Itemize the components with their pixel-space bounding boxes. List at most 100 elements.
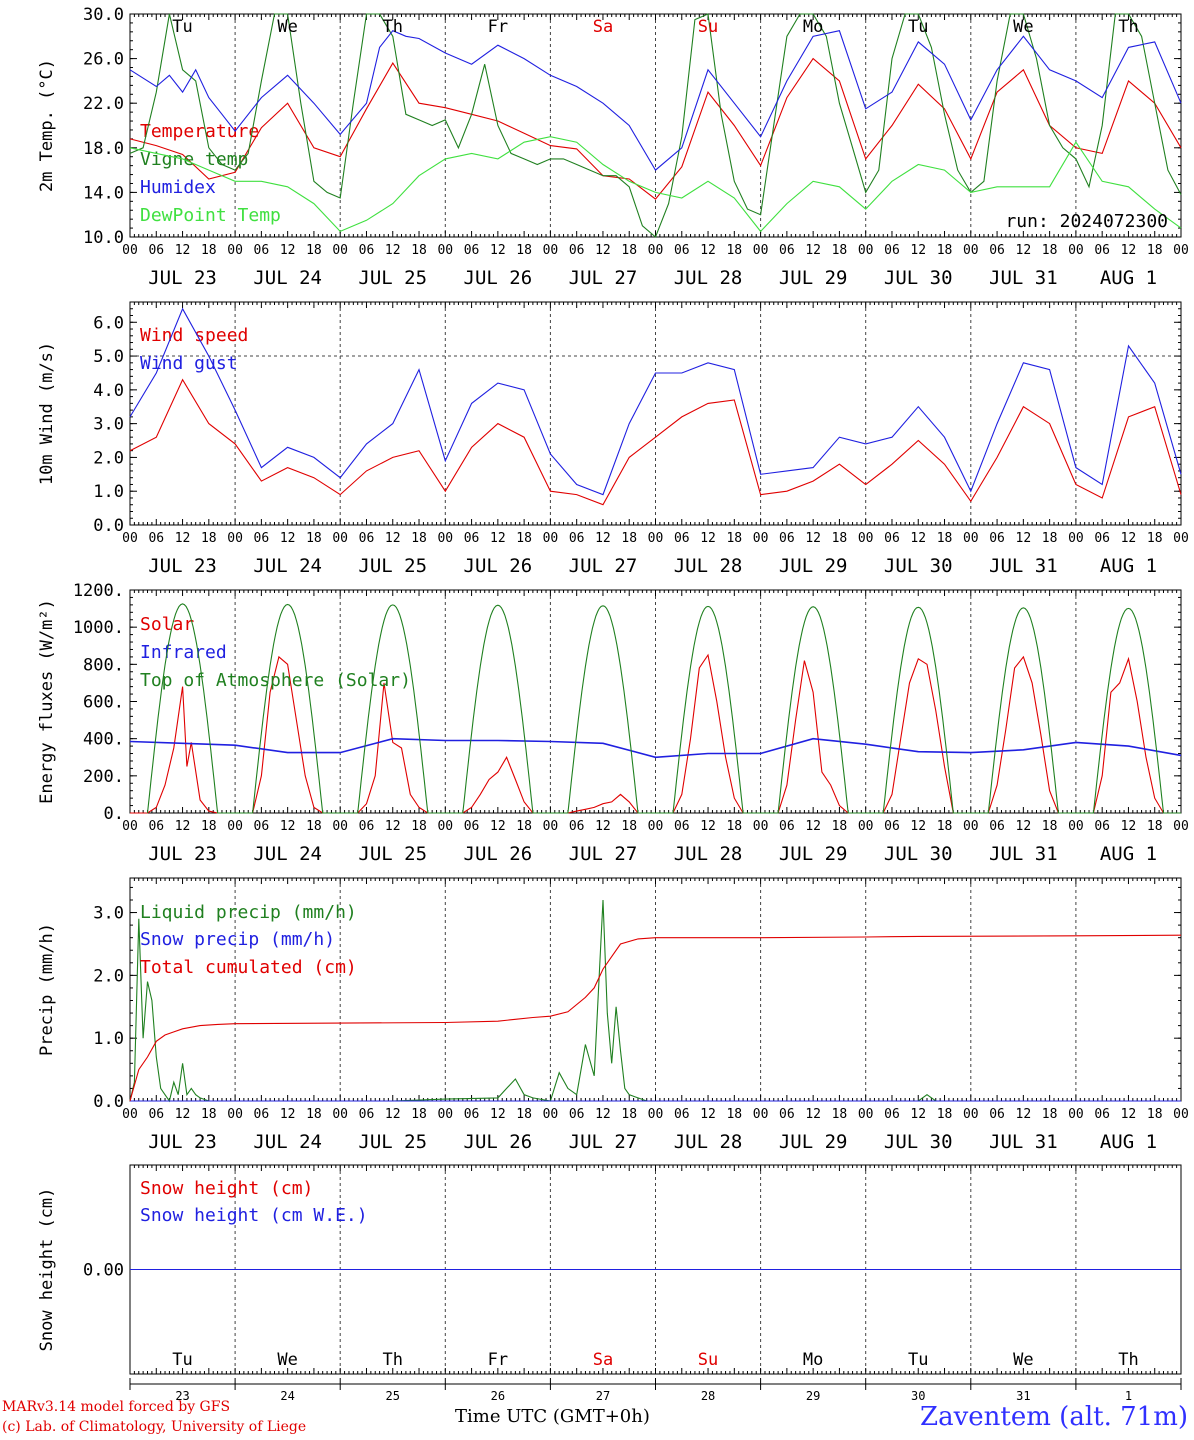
series-line-2 bbox=[129, 934, 1182, 1102]
hour-tick-label: 00 bbox=[753, 819, 769, 834]
date-label: AUG 1 bbox=[1100, 555, 1157, 577]
date-label: JUL 28 bbox=[674, 267, 743, 289]
hour-tick-label: 18 bbox=[516, 531, 532, 546]
hour-tick-label: 18 bbox=[516, 243, 532, 258]
hour-tick-label: 12 bbox=[595, 243, 611, 258]
legend-entry: DewPoint Temp bbox=[140, 205, 281, 226]
date-label: JUL 27 bbox=[569, 555, 638, 577]
hour-tick-label: 06 bbox=[1094, 243, 1110, 258]
hour-tick-label: 12 bbox=[1121, 819, 1137, 834]
hour-tick-label: 06 bbox=[674, 243, 690, 258]
series-line-1 bbox=[129, 737, 1182, 759]
hour-tick-label: 12 bbox=[1016, 1107, 1032, 1122]
hour-tick-label: 06 bbox=[359, 1107, 375, 1122]
hour-tick-label: 06 bbox=[148, 531, 164, 546]
hour-tick-label: 06 bbox=[464, 243, 480, 258]
hour-tick-label: 18 bbox=[1042, 1107, 1058, 1122]
legend-entry: Total cumulated (cm) bbox=[140, 957, 357, 978]
weekday-label: Su bbox=[698, 17, 718, 37]
hour-tick-label: 06 bbox=[569, 1107, 585, 1122]
date-label: JUL 23 bbox=[148, 267, 217, 289]
hour-tick-label: 06 bbox=[359, 243, 375, 258]
weekday-label: Tu bbox=[908, 1350, 928, 1370]
date-label: JUL 23 bbox=[148, 1131, 217, 1153]
hour-tick-label: 12 bbox=[595, 819, 611, 834]
hour-tick-label: 12 bbox=[175, 531, 191, 546]
hour-tick-label: 12 bbox=[700, 243, 716, 258]
hour-tick-label: 18 bbox=[516, 819, 532, 834]
y-tick-label: 10.0 bbox=[83, 228, 124, 248]
hour-tick-label: 00 bbox=[1068, 243, 1084, 258]
hour-tick-label: 18 bbox=[726, 243, 742, 258]
series-line-1 bbox=[129, 13, 1182, 238]
hour-tick-label: 06 bbox=[1094, 819, 1110, 834]
hour-tick-label: 18 bbox=[832, 1107, 848, 1122]
hour-tick-label: 00 bbox=[1173, 819, 1189, 834]
hour-tick-label: 18 bbox=[411, 1107, 427, 1122]
hour-tick-label: 12 bbox=[700, 1107, 716, 1122]
hour-tick-label: 06 bbox=[779, 243, 795, 258]
hour-tick-label: 06 bbox=[359, 819, 375, 834]
date-label: JUL 23 bbox=[148, 843, 217, 865]
hour-tick-label: 18 bbox=[621, 243, 637, 258]
hour-tick-label: 06 bbox=[1094, 531, 1110, 546]
hour-tick-label: 18 bbox=[306, 243, 322, 258]
weekday-label: We bbox=[1013, 17, 1033, 37]
day-number: 30 bbox=[911, 1389, 925, 1403]
date-label: AUG 1 bbox=[1100, 267, 1157, 289]
hour-tick-label: 18 bbox=[201, 1107, 217, 1122]
hour-tick-label: 06 bbox=[779, 819, 795, 834]
hour-tick-label: 12 bbox=[175, 1107, 191, 1122]
hour-tick-label: 18 bbox=[1042, 243, 1058, 258]
hour-tick-label: 12 bbox=[280, 531, 296, 546]
hour-tick-label: 18 bbox=[1147, 819, 1163, 834]
y-tick-label: 6.0 bbox=[93, 313, 124, 333]
hour-tick-label: 18 bbox=[726, 531, 742, 546]
hour-tick-label: 00 bbox=[543, 819, 559, 834]
date-label: JUL 25 bbox=[358, 555, 427, 577]
hour-tick-label: 12 bbox=[910, 1107, 926, 1122]
hour-tick-label: 18 bbox=[306, 1107, 322, 1122]
hour-tick-label: 18 bbox=[621, 1107, 637, 1122]
hour-tick-label: 12 bbox=[490, 1107, 506, 1122]
hour-tick-label: 00 bbox=[648, 819, 664, 834]
model-credit: MARv3.14 model forced by GFS bbox=[2, 1399, 231, 1415]
hour-tick-label: 00 bbox=[858, 531, 874, 546]
date-label: JUL 29 bbox=[779, 555, 848, 577]
hour-tick-label: 12 bbox=[700, 819, 716, 834]
y-tick-label: 4.0 bbox=[93, 381, 124, 401]
y-tick-label: 400. bbox=[83, 730, 124, 750]
hour-tick-label: 00 bbox=[1068, 819, 1084, 834]
day-number: 29 bbox=[806, 1389, 820, 1403]
hour-tick-label: 12 bbox=[175, 819, 191, 834]
hour-tick-label: 00 bbox=[1068, 1107, 1084, 1122]
y-axis-label: Energy fluxes (W/m²) bbox=[37, 599, 57, 804]
date-label: JUL 30 bbox=[884, 267, 953, 289]
date-label: JUL 26 bbox=[464, 555, 533, 577]
hour-tick-label: 00 bbox=[122, 531, 138, 546]
legend-entry: Wind gust bbox=[140, 353, 238, 374]
hour-tick-label: 00 bbox=[543, 531, 559, 546]
hour-tick-label: 06 bbox=[884, 819, 900, 834]
date-label: JUL 28 bbox=[674, 1131, 743, 1153]
series-line-1 bbox=[129, 307, 1182, 496]
hour-tick-label: 00 bbox=[858, 1107, 874, 1122]
legend-entry: Infrared bbox=[140, 642, 227, 663]
weekday-label: We bbox=[1013, 1350, 1033, 1370]
hour-tick-label: 18 bbox=[1147, 243, 1163, 258]
hour-tick-label: 12 bbox=[385, 531, 401, 546]
y-tick-label: 0.00 bbox=[83, 1261, 124, 1281]
date-label: JUL 26 bbox=[464, 267, 533, 289]
y-tick-label: 1200. bbox=[73, 581, 124, 601]
hour-tick-label: 18 bbox=[1042, 531, 1058, 546]
hour-tick-label: 18 bbox=[832, 531, 848, 546]
hour-tick-label: 00 bbox=[858, 819, 874, 834]
y-tick-label: 3.0 bbox=[93, 415, 124, 435]
legend-entry: Humidex bbox=[140, 177, 216, 198]
hour-tick-label: 12 bbox=[805, 819, 821, 834]
hour-tick-label: 06 bbox=[148, 1107, 164, 1122]
day-number: 27 bbox=[596, 1389, 610, 1403]
hour-tick-label: 06 bbox=[254, 243, 270, 258]
hour-tick-label: 06 bbox=[148, 819, 164, 834]
